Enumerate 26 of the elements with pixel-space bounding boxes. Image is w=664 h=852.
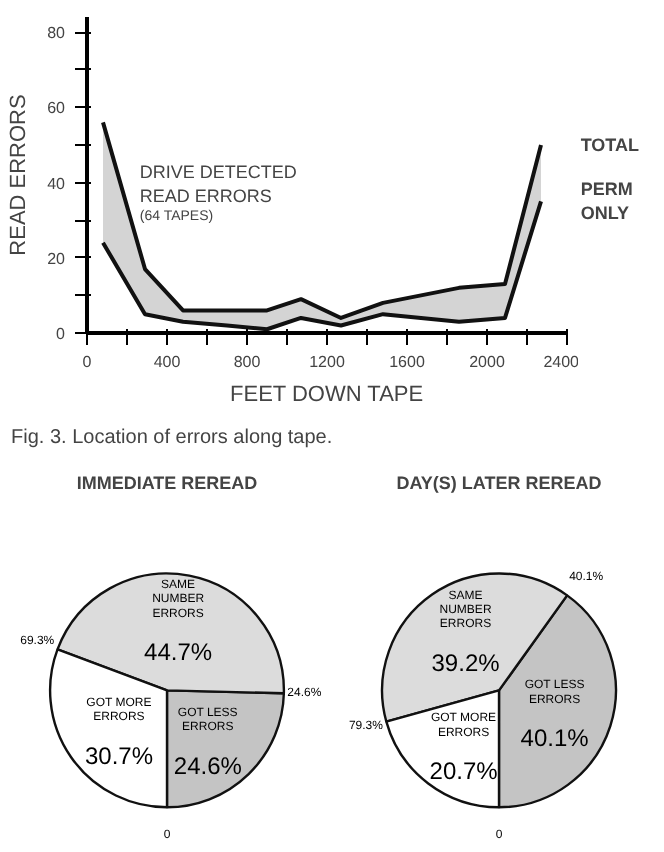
caption: Fig. 3. Location of errors along tape.: [11, 427, 333, 449]
data-label: 20.7%: [429, 757, 499, 786]
y-axis-title: READ ERRORS: [7, 94, 32, 256]
data-label: 40.1%: [520, 724, 590, 753]
annotation: DRIVE DETECTED READ ERRORS: [139, 162, 298, 207]
chart-title: IMMEDIATE REREAD: [76, 473, 259, 493]
x-tick-label: 1600: [389, 353, 426, 371]
y-tick-label: 60: [47, 99, 67, 118]
y-tick-label: 80: [47, 24, 67, 43]
chart-title: DAY(S) LATER REREAD: [396, 473, 603, 493]
x-tick-label: 2400: [543, 353, 581, 371]
x-tick-label: 1200: [309, 353, 346, 371]
y-tick-label: 20: [47, 249, 67, 268]
x-tick-label: 0: [82, 353, 93, 371]
x-tick-label: 800: [233, 353, 262, 371]
x-tick-label: 400: [153, 353, 182, 371]
data-label: 39.2%: [431, 648, 501, 677]
y-tick-label: 0: [56, 325, 67, 343]
text: PERM ONLY: [580, 179, 633, 224]
text: TOTAL: [580, 134, 641, 155]
data-label: 30.7%: [84, 741, 154, 770]
y-tick-label: 40: [47, 174, 67, 193]
x-axis-title: FEET DOWN TAPE: [230, 383, 424, 407]
data-label: 24.6%: [173, 751, 243, 780]
data-label: 44.7%: [144, 638, 213, 667]
x-tick-label: 2000: [469, 353, 506, 371]
